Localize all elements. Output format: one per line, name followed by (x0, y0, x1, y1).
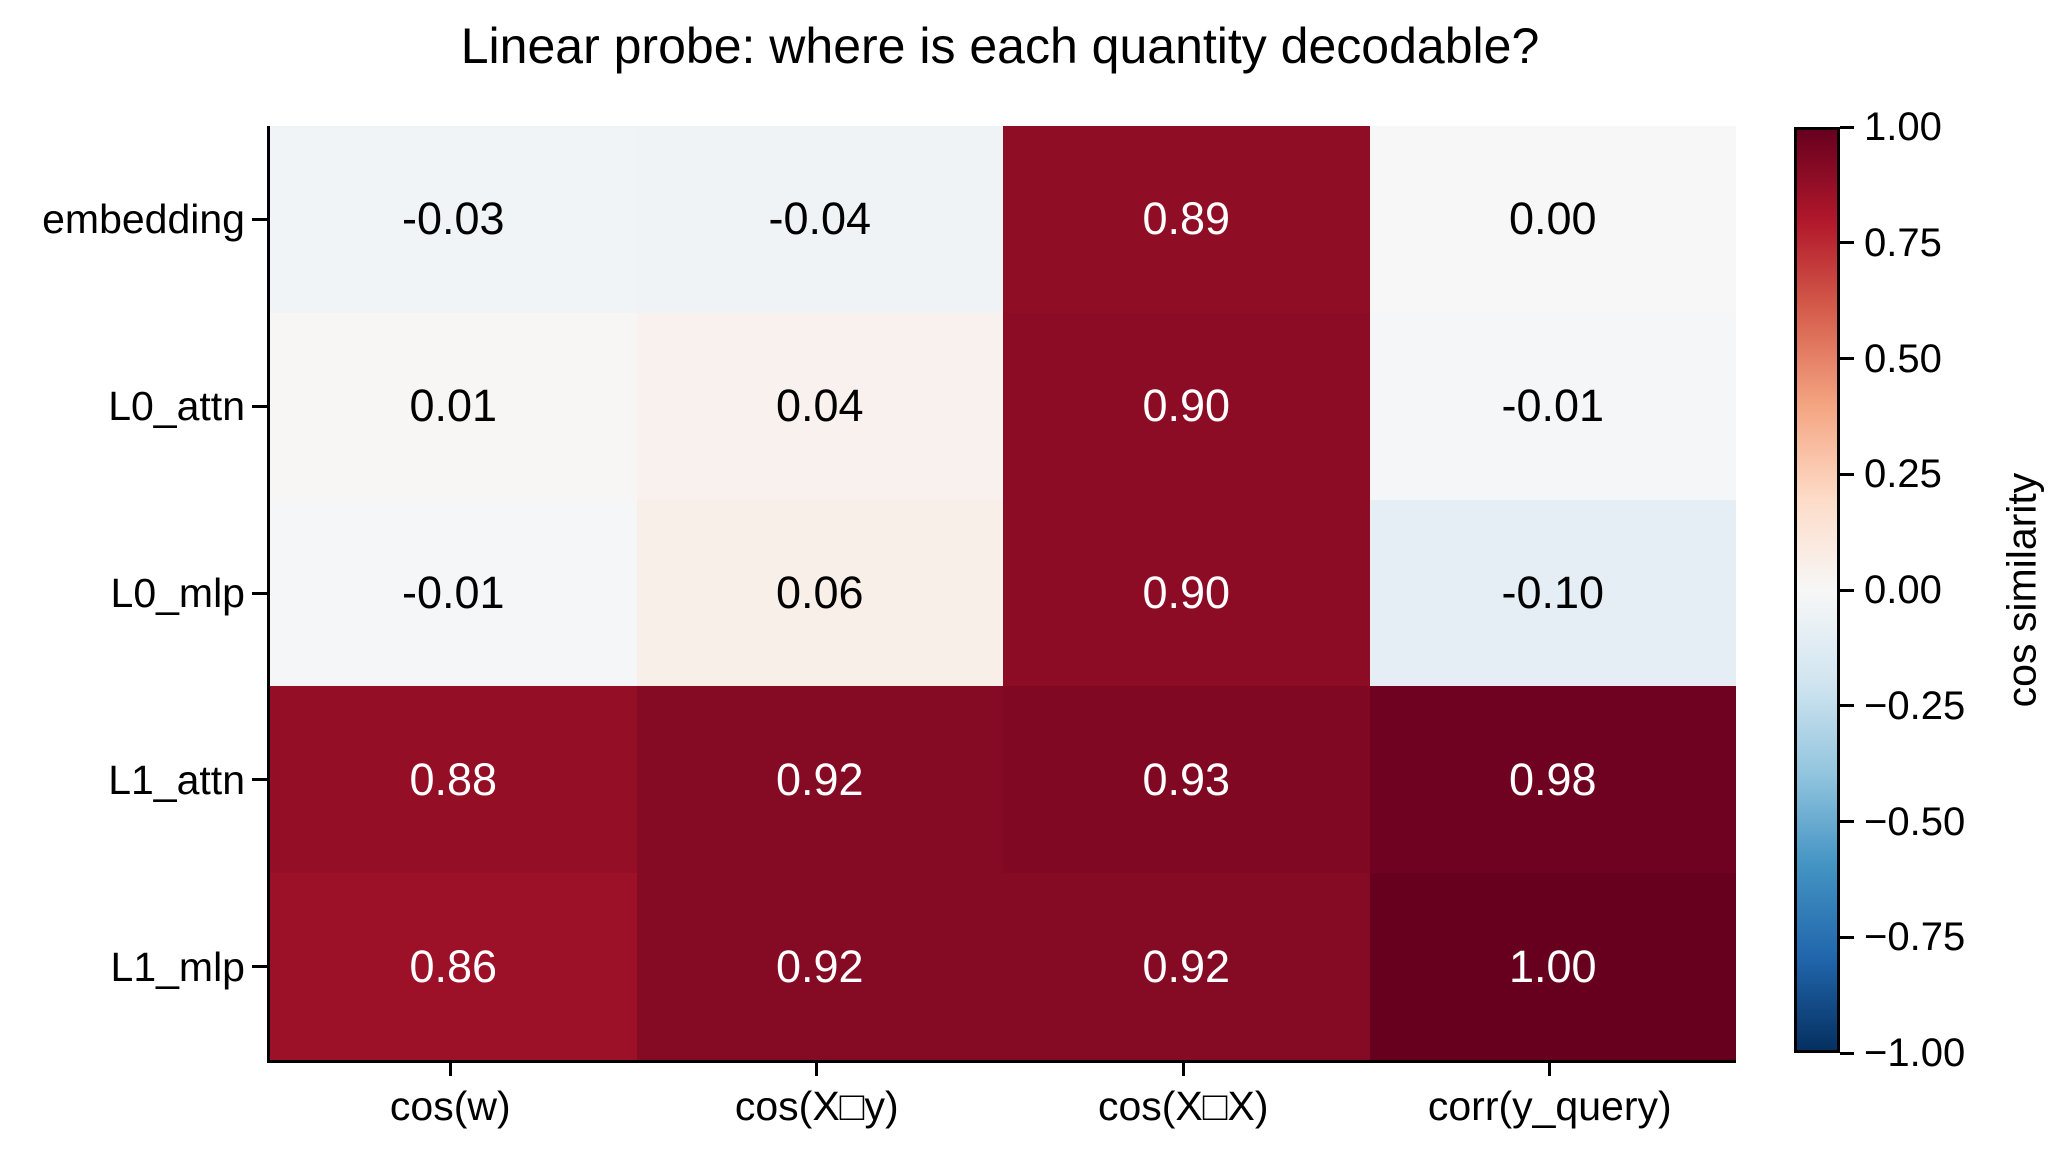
heatmap-cell: -0.03 (270, 126, 637, 313)
cell-value: 0.92 (775, 753, 864, 805)
colorbar-tick-mark (1840, 125, 1854, 129)
colorbar-tick-mark (1840, 357, 1854, 360)
cell-value: 0.93 (1142, 753, 1231, 805)
heatmap-cell: 1.00 (1369, 873, 1736, 1060)
colorbar-tick-label: 0.00 (1864, 568, 1942, 612)
heatmap-cell: 0.92 (1003, 873, 1370, 1060)
cell-value: 0.00 (1508, 193, 1597, 245)
cell-value: 0.89 (1142, 193, 1231, 245)
colorbar-tick-label: −0.50 (1864, 799, 1966, 844)
heatmap-cell: -0.01 (1369, 312, 1736, 500)
cell-value: 0.01 (409, 380, 498, 432)
heatmap-cell: 0.90 (1003, 312, 1370, 500)
y-tick-label: L0_attn (108, 383, 245, 430)
cell-value: -0.04 (768, 193, 872, 245)
heatmap-cell: -0.10 (1369, 499, 1736, 687)
colorbar-label: cos similarity (1998, 472, 2045, 708)
colorbar-tick-mark (1840, 935, 1854, 939)
colorbar-tick-label: −1.00 (1864, 1031, 1966, 1075)
heatmap-cell: 0.06 (636, 499, 1003, 687)
colorbar-tick-label: −0.75 (1864, 915, 1966, 960)
heatmap-cell: 0.86 (270, 873, 637, 1060)
heatmap-cell: 0.04 (636, 312, 1003, 500)
colorbar-tick-mark (1840, 241, 1854, 245)
y-tick-mark (252, 778, 267, 782)
heatmap-cell: -0.04 (636, 126, 1003, 313)
colorbar-tick-mark (1840, 704, 1854, 708)
cell-value: 0.90 (1142, 380, 1231, 432)
x-tick-label: cos(w) (389, 1083, 511, 1129)
colorbar-tick-mark (1840, 820, 1854, 823)
cell-value: -0.01 (401, 566, 505, 618)
heatmap-plot-area: -0.03 -0.04 0.89 0.00 0.01 0.04 0.90 -0.01 -0.01… (267, 126, 1736, 1063)
heatmap-cell: 0.92 (636, 873, 1003, 1060)
y-tick-mark (252, 965, 267, 969)
y-tick-label: L1_mlp (110, 943, 245, 990)
cell-value: 0.86 (409, 940, 498, 992)
cell-value: 0.98 (1508, 753, 1597, 805)
heatmap-cell: 0.01 (270, 312, 637, 500)
x-tick-label: cos(X□y) (734, 1083, 899, 1129)
cell-value: 0.92 (775, 940, 864, 992)
cell-value: 0.92 (1142, 940, 1231, 992)
cell-value: 0.04 (775, 380, 864, 432)
heatmap-cell: 0.90 (1003, 499, 1370, 687)
heatmap-cell: 0.98 (1369, 686, 1736, 874)
x-tick-mark (1548, 1061, 1552, 1076)
y-tick-mark (252, 591, 267, 595)
x-tick-label: cos(X□X) (1097, 1083, 1269, 1129)
colorbar-tick-label: −0.25 (1864, 683, 1966, 728)
colorbar-tick-label: 0.75 (1864, 220, 1942, 265)
heatmap-cell: -0.01 (270, 499, 637, 687)
colorbar-tick-label: 0.50 (1864, 336, 1942, 381)
colorbar-tick-label: 0.25 (1864, 452, 1942, 497)
y-tick-label: L0_mlp (110, 570, 245, 616)
x-tick-mark (1181, 1061, 1185, 1076)
x-tick-mark (448, 1061, 452, 1076)
y-tick-mark (252, 404, 267, 408)
cell-value: -0.01 (1501, 380, 1605, 432)
heatmap-cell: 0.89 (1003, 126, 1370, 313)
y-tick-mark (252, 217, 267, 221)
cell-value: 0.90 (1142, 566, 1231, 618)
colorbar-tick-label: 1.00 (1864, 105, 1942, 149)
y-tick-label: embedding (42, 196, 245, 243)
x-tick-mark (815, 1061, 819, 1076)
cell-value: 0.88 (409, 753, 498, 805)
heatmap-cell: 0.92 (636, 686, 1003, 874)
cell-value: -0.03 (401, 193, 505, 245)
heatmap-cell: 0.88 (270, 686, 637, 874)
colorbar (1794, 127, 1840, 1053)
heatmap-cell: 0.93 (1003, 686, 1370, 874)
y-tick-label: L1_attn (108, 756, 245, 803)
colorbar-tick-mark (1840, 472, 1854, 476)
cell-value: 0.06 (775, 566, 864, 618)
cell-value: 1.00 (1508, 940, 1597, 992)
colorbar-tick-mark (1840, 1051, 1854, 1055)
cell-value: -0.10 (1501, 566, 1605, 618)
heatmap-cell: 0.00 (1369, 126, 1736, 313)
colorbar-tick-mark (1840, 588, 1854, 592)
x-tick-label: corr(y_query) (1427, 1083, 1672, 1129)
chart-title: Linear probe: where is each quantity dec… (460, 18, 1540, 74)
